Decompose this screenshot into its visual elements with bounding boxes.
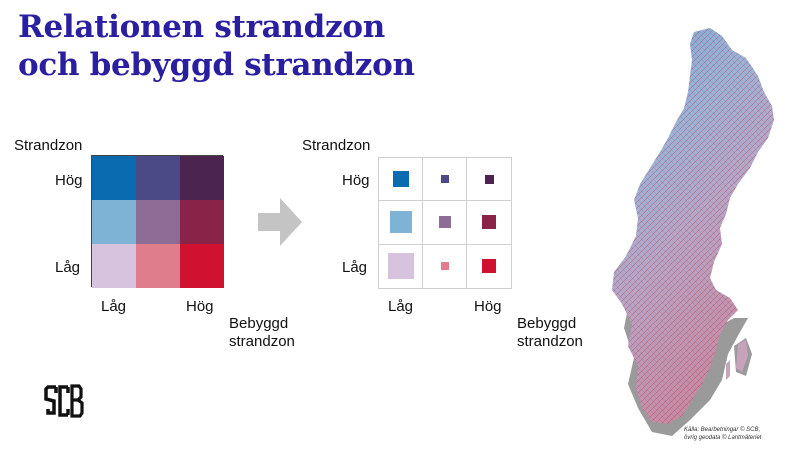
symbol-square xyxy=(482,259,496,274)
color-cell-r0-c0 xyxy=(92,156,136,200)
symbol-square xyxy=(440,175,449,184)
left-y-axis-label: Strandzon xyxy=(14,137,83,154)
symbol-cell-r0-c0 xyxy=(379,158,423,202)
symbol-square xyxy=(482,215,496,230)
symbol-square xyxy=(438,216,451,229)
left-x-axis-label-line-2: strandzon xyxy=(229,333,295,350)
right-y-high-label: Hög xyxy=(342,172,370,189)
left-x-low-label: Låg xyxy=(101,298,127,315)
gotland-island xyxy=(736,340,748,372)
color-cell-r2-c1 xyxy=(136,244,180,288)
color-cell-r2-c0 xyxy=(92,244,136,288)
right-x-axis-label-line-1: Bebyggd xyxy=(517,315,577,332)
bivariate-color-grid xyxy=(91,155,224,288)
title-line-1: Relationen strandzon xyxy=(18,9,385,45)
left-x-axis-label-line-1: Bebyggd xyxy=(229,315,289,332)
symbol-cell-r2-c2 xyxy=(467,245,511,288)
page-title: Relationen strandzon och bebyggd strandz… xyxy=(18,8,415,84)
symbol-cell-r2-c1 xyxy=(423,244,467,288)
right-x-axis-label: Bebyggd strandzon xyxy=(517,315,583,351)
left-y-low-label: Låg xyxy=(55,259,81,276)
oland-island xyxy=(726,360,730,380)
right-y-axis-label: Strandzon xyxy=(302,137,371,154)
credit-line-1: Källa: Bearbetningar © SCB, xyxy=(684,427,761,433)
color-cell-r1-c1 xyxy=(136,200,180,244)
map-source-credit: Källa: Bearbetningar © SCB, övrig geodat… xyxy=(684,426,761,442)
color-cell-r1-c0 xyxy=(92,200,136,244)
right-y-low-label: Låg xyxy=(342,259,368,276)
right-arrow-icon xyxy=(258,198,302,246)
right-x-high-label: Hög xyxy=(474,298,502,315)
scb-logo xyxy=(44,384,84,418)
symbol-cell-r2-c0 xyxy=(379,244,423,288)
map-land xyxy=(612,28,774,424)
credit-line-2: övrig geodata © Lantmäteriet xyxy=(684,435,762,441)
symbol-square xyxy=(389,211,412,234)
symbol-cell-r1-c0 xyxy=(379,201,423,245)
symbol-cell-r0-c1 xyxy=(423,158,467,202)
right-x-low-label: Låg xyxy=(388,298,414,315)
symbol-cell-r1-c2 xyxy=(467,201,511,245)
bivariate-symbol-grid xyxy=(378,157,512,289)
left-x-high-label: Hög xyxy=(186,298,214,315)
left-x-axis-label: Bebyggd strandzon xyxy=(229,315,295,351)
left-y-high-label: Hög xyxy=(55,172,83,189)
color-cell-r0-c1 xyxy=(136,156,180,200)
title-line-2: och bebyggd strandzon xyxy=(18,47,415,83)
color-cell-r2-c2 xyxy=(180,244,224,288)
right-x-axis-label-line-2: strandzon xyxy=(517,333,583,350)
symbol-square xyxy=(484,174,494,184)
symbol-square xyxy=(387,253,414,280)
symbol-square xyxy=(440,262,449,271)
symbol-cell-r0-c2 xyxy=(467,158,511,202)
symbol-cell-r1-c1 xyxy=(423,201,467,245)
sweden-map xyxy=(612,28,774,436)
color-cell-r1-c2 xyxy=(180,200,224,244)
color-cell-r0-c2 xyxy=(180,156,224,200)
symbol-square xyxy=(392,171,409,188)
